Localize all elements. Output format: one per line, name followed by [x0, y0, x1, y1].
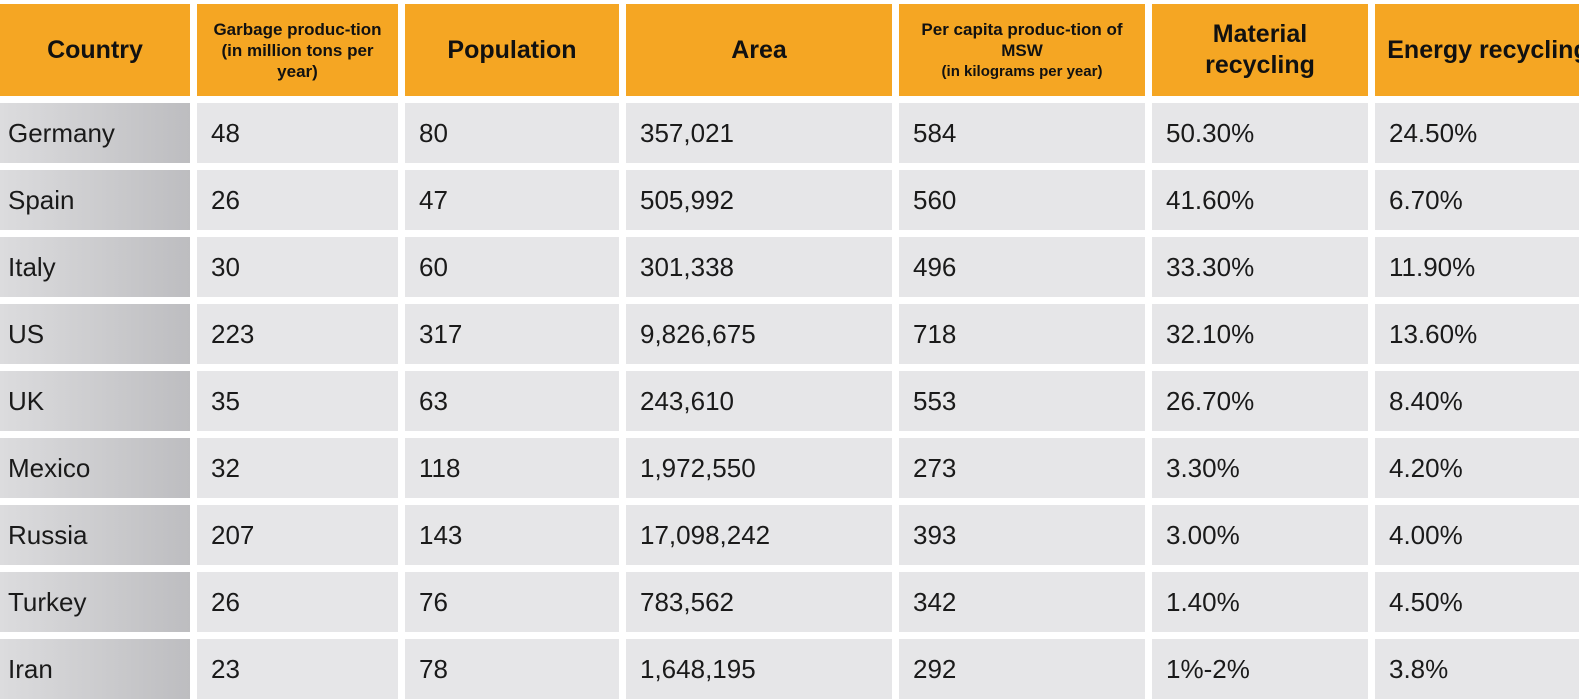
table-cell-energy: 13.60% [1375, 304, 1579, 364]
table-cell-country: Iran [0, 639, 190, 699]
table-cell-garbage: 35 [197, 371, 398, 431]
table-cell-population: 60 [405, 237, 619, 297]
header-label: Material recycling [1205, 20, 1315, 79]
table-cell-garbage: 23 [197, 639, 398, 699]
header-population: Population [405, 4, 619, 96]
header-material: Material recycling [1152, 4, 1368, 96]
header-label: Country [47, 35, 143, 64]
table-cell-per_capita: 560 [899, 170, 1145, 230]
header-label: Energy recycling [1387, 35, 1579, 64]
table-cell-per_capita: 496 [899, 237, 1145, 297]
table-cell-material: 32.10% [1152, 304, 1368, 364]
table-cell-energy: 3.8% [1375, 639, 1579, 699]
table-cell-energy: 11.90% [1375, 237, 1579, 297]
header-label: Per capita produc-tion of MSW [921, 19, 1123, 60]
table-cell-material: 41.60% [1152, 170, 1368, 230]
table-cell-area: 9,826,675 [626, 304, 892, 364]
table-cell-per_capita: 553 [899, 371, 1145, 431]
table-cell-energy: 8.40% [1375, 371, 1579, 431]
table-cell-material: 33.30% [1152, 237, 1368, 297]
table-cell-material: 26.70% [1152, 371, 1368, 431]
table-cell-area: 1,648,195 [626, 639, 892, 699]
table-cell-garbage: 48 [197, 103, 398, 163]
header-label: Area [731, 35, 787, 64]
table-cell-energy: 6.70% [1375, 170, 1579, 230]
header-garbage: Garbage produc-tion (in million tons per… [197, 4, 398, 96]
table-cell-per_capita: 718 [899, 304, 1145, 364]
table-cell-garbage: 207 [197, 505, 398, 565]
header-label: Population [447, 35, 577, 64]
table-cell-population: 143 [405, 505, 619, 565]
table-cell-per_capita: 584 [899, 103, 1145, 163]
table-cell-area: 301,338 [626, 237, 892, 297]
table-cell-per_capita: 342 [899, 572, 1145, 632]
table-cell-garbage: 223 [197, 304, 398, 364]
table-cell-material: 3.30% [1152, 438, 1368, 498]
table-cell-area: 783,562 [626, 572, 892, 632]
table-cell-country: Italy [0, 237, 190, 297]
table-cell-country: Germany [0, 103, 190, 163]
table-cell-material: 3.00% [1152, 505, 1368, 565]
table-cell-area: 505,992 [626, 170, 892, 230]
table-cell-area: 243,610 [626, 371, 892, 431]
table-cell-garbage: 30 [197, 237, 398, 297]
table-cell-country: Turkey [0, 572, 190, 632]
table-cell-material: 1.40% [1152, 572, 1368, 632]
table-cell-country: Mexico [0, 438, 190, 498]
table-cell-energy: 4.50% [1375, 572, 1579, 632]
header-per_capita: Per capita produc-tion of MSW (in kilogra… [899, 4, 1145, 96]
table-cell-population: 317 [405, 304, 619, 364]
table-cell-energy: 4.00% [1375, 505, 1579, 565]
table-cell-per_capita: 273 [899, 438, 1145, 498]
table-cell-energy: 24.50% [1375, 103, 1579, 163]
table-cell-garbage: 26 [197, 572, 398, 632]
table-cell-per_capita: 393 [899, 505, 1145, 565]
table-cell-garbage: 26 [197, 170, 398, 230]
table-cell-population: 76 [405, 572, 619, 632]
table-cell-area: 1,972,550 [626, 438, 892, 498]
header-energy: Energy recycling [1375, 4, 1579, 96]
table-cell-area: 357,021 [626, 103, 892, 163]
table-cell-population: 63 [405, 371, 619, 431]
header-country: Country [0, 4, 190, 96]
table-cell-material: 1%-2% [1152, 639, 1368, 699]
header-label: Garbage produc-tion (in million tons per… [213, 19, 382, 81]
table-cell-population: 47 [405, 170, 619, 230]
table-cell-population: 78 [405, 639, 619, 699]
table-cell-country: UK [0, 371, 190, 431]
table-cell-country: Russia [0, 505, 190, 565]
header-sublabel: (in kilograms per year) [941, 62, 1103, 80]
header-area: Area [626, 4, 892, 96]
table-cell-garbage: 32 [197, 438, 398, 498]
table-cell-country: Spain [0, 170, 190, 230]
table-cell-energy: 4.20% [1375, 438, 1579, 498]
table-cell-area: 17,098,242 [626, 505, 892, 565]
table-cell-material: 50.30% [1152, 103, 1368, 163]
table-cell-population: 118 [405, 438, 619, 498]
table-cell-country: US [0, 304, 190, 364]
table-cell-per_capita: 292 [899, 639, 1145, 699]
table-cell-population: 80 [405, 103, 619, 163]
